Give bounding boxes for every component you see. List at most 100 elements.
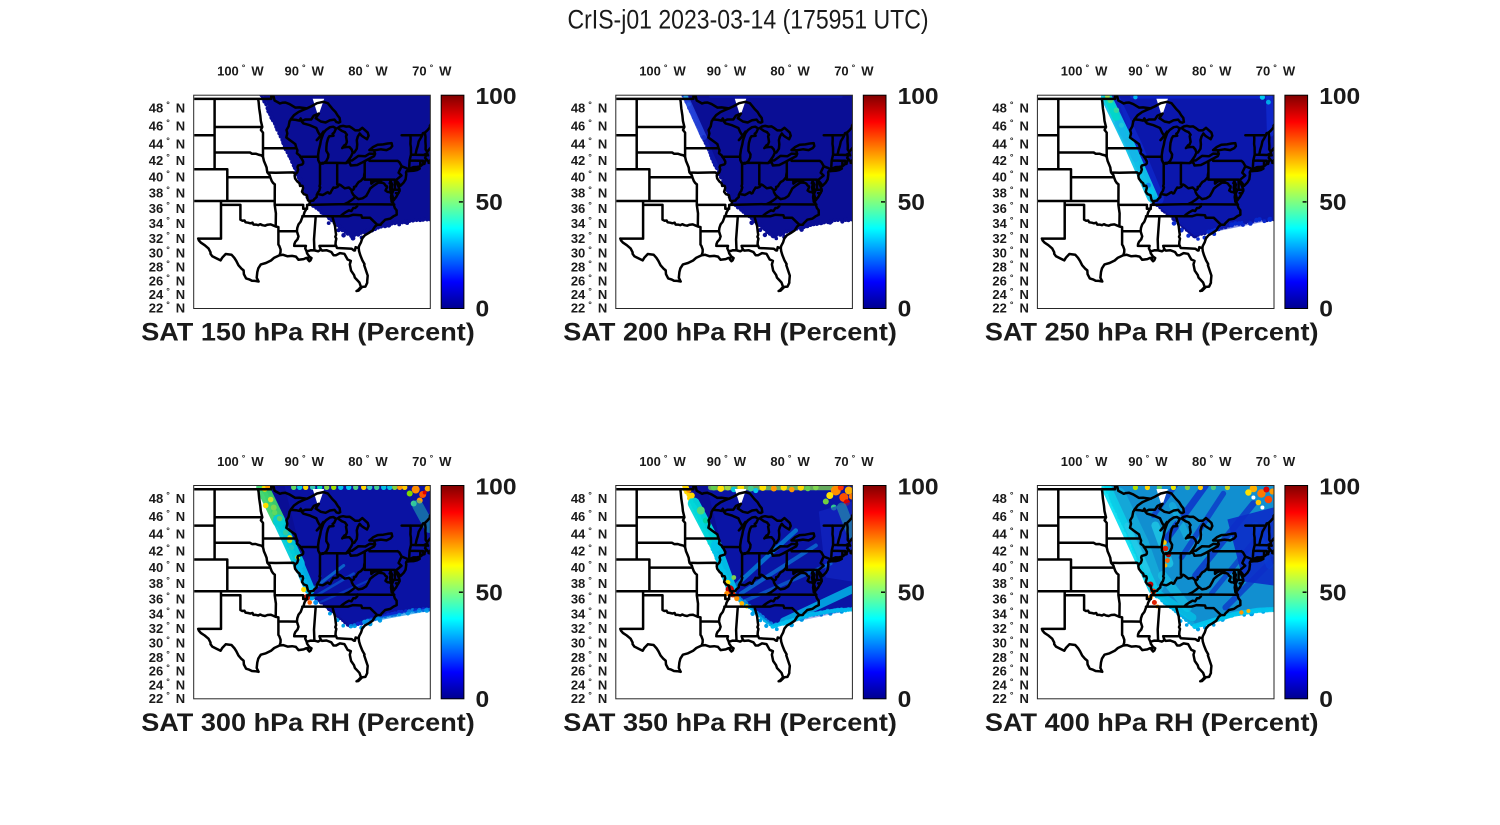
svg-text:SAT 200 hPa RH (Percent): SAT 200 hPa RH (Percent) [563, 319, 897, 347]
svg-text:0: 0 [476, 296, 490, 322]
svg-text:90°W: 90 ° W [1128, 62, 1168, 78]
svg-text:SAT 150 hPa RH (Percent): SAT 150 hPa RH (Percent) [141, 319, 475, 347]
svg-text:70°W: 70 ° W [412, 453, 452, 469]
svg-text:42°N: 42 ° N [992, 543, 1028, 559]
svg-text:32°N: 32 ° N [571, 620, 607, 636]
svg-text:42°N: 42 ° N [571, 152, 607, 168]
svg-text:44°N: 44 ° N [992, 135, 1028, 151]
svg-text:70°W: 70 ° W [834, 62, 874, 78]
svg-text:80°W: 80 ° W [348, 62, 388, 78]
svg-text:48°N: 48 ° N [992, 490, 1028, 506]
svg-text:22°N: 22 ° N [992, 300, 1028, 316]
svg-text:38°N: 38 ° N [571, 185, 607, 201]
svg-text:22°N: 22 ° N [571, 690, 607, 706]
svg-text:26°N: 26 ° N [571, 663, 607, 679]
svg-text:36°N: 36 ° N [571, 200, 607, 216]
svg-text:44°N: 44 ° N [992, 526, 1028, 542]
svg-text:46°N: 46 ° N [992, 118, 1028, 134]
svg-text:50: 50 [898, 189, 925, 215]
svg-text:36°N: 36 ° N [149, 590, 185, 606]
svg-text:48°N: 48 ° N [149, 100, 185, 116]
svg-text:34°N: 34 ° N [571, 215, 607, 231]
svg-text:32°N: 32 ° N [571, 230, 607, 246]
svg-text:40°N: 40 ° N [571, 169, 607, 185]
svg-text:40°N: 40 ° N [992, 559, 1028, 575]
svg-text:36°N: 36 ° N [149, 200, 185, 216]
svg-text:24°N: 24 ° N [571, 676, 607, 692]
svg-text:36°N: 36 ° N [571, 590, 607, 606]
svg-text:22°N: 22 ° N [149, 300, 185, 316]
svg-text:28°N: 28 ° N [149, 259, 185, 275]
svg-text:26°N: 26 ° N [149, 272, 185, 288]
svg-text:50: 50 [1319, 580, 1346, 606]
svg-text:100: 100 [1319, 474, 1360, 500]
svg-text:30°N: 30 ° N [571, 635, 607, 651]
svg-text:40°N: 40 ° N [992, 169, 1028, 185]
svg-text:26°N: 26 ° N [992, 663, 1028, 679]
svg-text:22°N: 22 ° N [992, 690, 1028, 706]
svg-text:24°N: 24 ° N [992, 286, 1028, 302]
svg-text:24°N: 24 ° N [571, 286, 607, 302]
svg-text:24°N: 24 ° N [149, 676, 185, 692]
svg-text:44°N: 44 ° N [149, 135, 185, 151]
svg-text:100: 100 [1319, 83, 1360, 109]
svg-text:30°N: 30 ° N [571, 244, 607, 260]
svg-text:28°N: 28 ° N [992, 259, 1028, 275]
svg-text:46°N: 46 ° N [571, 118, 607, 134]
svg-text:80°W: 80 ° W [1192, 62, 1232, 78]
svg-text:50: 50 [1319, 189, 1346, 215]
svg-text:SAT 300 hPa RH (Percent): SAT 300 hPa RH (Percent) [141, 709, 475, 737]
svg-text:SAT 250 hPa RH (Percent): SAT 250 hPa RH (Percent) [985, 319, 1319, 347]
svg-text:26°N: 26 ° N [571, 272, 607, 288]
svg-text:40°N: 40 ° N [571, 559, 607, 575]
svg-text:0: 0 [476, 686, 490, 712]
svg-text:70°W: 70 ° W [1256, 62, 1296, 78]
svg-text:80°W: 80 ° W [348, 453, 388, 469]
svg-text:90°W: 90 ° W [285, 453, 325, 469]
svg-text:100: 100 [476, 83, 517, 109]
svg-text:34°N: 34 ° N [992, 215, 1028, 231]
svg-text:90°W: 90 ° W [285, 62, 325, 78]
svg-text:24°N: 24 ° N [992, 676, 1028, 692]
svg-text:46°N: 46 ° N [149, 118, 185, 134]
svg-text:30°N: 30 ° N [149, 244, 185, 260]
svg-text:48°N: 48 ° N [571, 490, 607, 506]
svg-text:44°N: 44 ° N [571, 526, 607, 542]
svg-text:SAT 400 hPa RH (Percent): SAT 400 hPa RH (Percent) [985, 709, 1319, 737]
svg-text:34°N: 34 ° N [149, 215, 185, 231]
svg-text:26°N: 26 ° N [149, 663, 185, 679]
svg-text:38°N: 38 ° N [992, 575, 1028, 591]
svg-text:42°N: 42 ° N [992, 152, 1028, 168]
svg-text:42°N: 42 ° N [149, 543, 185, 559]
svg-text:28°N: 28 ° N [992, 649, 1028, 665]
svg-text:SAT 350 hPa RH (Percent): SAT 350 hPa RH (Percent) [563, 709, 897, 737]
svg-text:32°N: 32 ° N [149, 230, 185, 246]
svg-text:100: 100 [898, 83, 939, 109]
svg-text:44°N: 44 ° N [149, 526, 185, 542]
svg-text:80°W: 80 ° W [770, 62, 810, 78]
svg-text:36°N: 36 ° N [992, 200, 1028, 216]
svg-text:48°N: 48 ° N [149, 490, 185, 506]
svg-text:42°N: 42 ° N [571, 543, 607, 559]
svg-text:22°N: 22 ° N [149, 690, 185, 706]
svg-text:100: 100 [898, 474, 939, 500]
svg-text:48°N: 48 ° N [992, 100, 1028, 116]
svg-text:24°N: 24 ° N [149, 286, 185, 302]
svg-text:38°N: 38 ° N [571, 575, 607, 591]
svg-text:30°N: 30 ° N [992, 244, 1028, 260]
svg-text:40°N: 40 ° N [149, 169, 185, 185]
svg-text:50: 50 [898, 580, 925, 606]
svg-text:90°W: 90 ° W [707, 62, 747, 78]
svg-text:30°N: 30 ° N [149, 635, 185, 651]
svg-text:38°N: 38 ° N [992, 185, 1028, 201]
svg-text:26°N: 26 ° N [992, 272, 1028, 288]
svg-text:46°N: 46 ° N [149, 508, 185, 524]
svg-text:100: 100 [476, 474, 517, 500]
svg-text:50: 50 [476, 580, 503, 606]
svg-text:32°N: 32 ° N [992, 620, 1028, 636]
svg-text:28°N: 28 ° N [571, 649, 607, 665]
svg-text:32°N: 32 ° N [149, 620, 185, 636]
svg-text:0: 0 [898, 686, 912, 712]
svg-text:90°W: 90 ° W [707, 453, 747, 469]
svg-text:48°N: 48 ° N [571, 100, 607, 116]
